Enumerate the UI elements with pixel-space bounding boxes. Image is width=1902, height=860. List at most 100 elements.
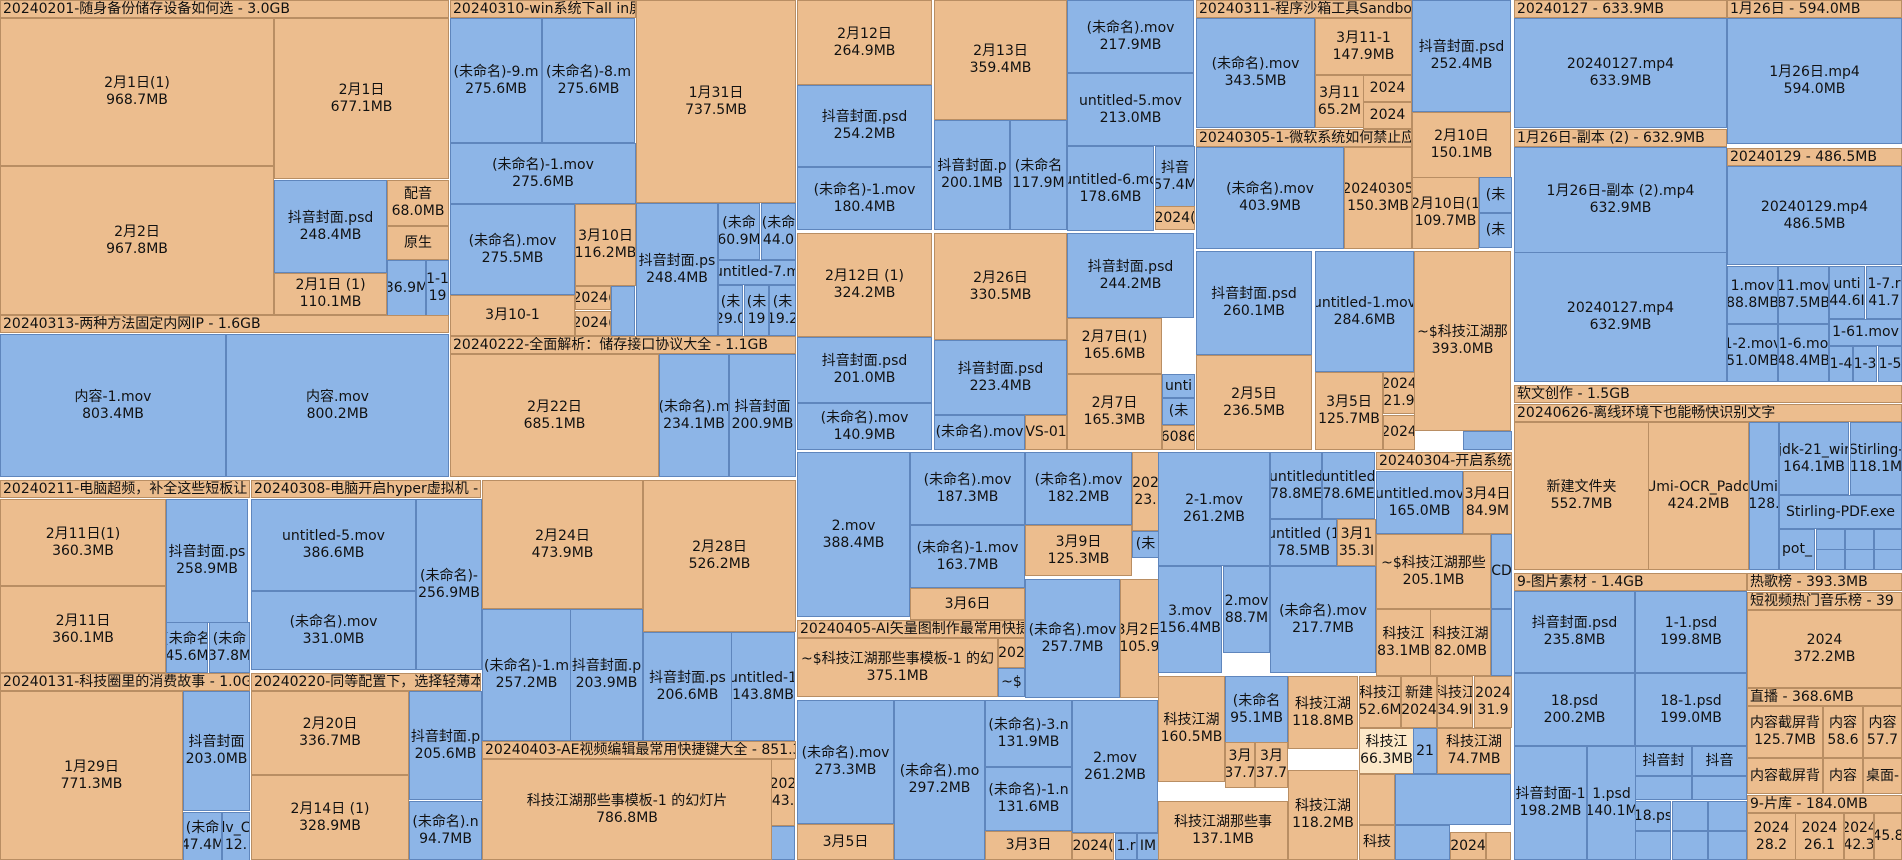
tile[interactable]: 抖音封面.p 200.1MB bbox=[934, 120, 1010, 230]
tile[interactable]: untitled-5.mov 386.6MB bbox=[251, 499, 416, 591]
tile[interactable]: ~$科技江湖那些事模板-1 的幻 375.1MB bbox=[797, 638, 998, 697]
tile[interactable]: 2月12日 264.9MB bbox=[797, 0, 932, 85]
tile[interactable]: 桌面- bbox=[1863, 758, 1902, 794]
tile[interactable]: 1.mov 88.8MB bbox=[1727, 266, 1778, 324]
folder-header[interactable]: 20240310-win系统下all in屏扎 bbox=[450, 0, 636, 18]
tile[interactable]: 3月11 65.2M bbox=[1315, 75, 1364, 128]
tile[interactable]: 新建 2024 bbox=[1401, 676, 1437, 728]
tile[interactable]: 抖音封面.ps 258.9MB bbox=[166, 499, 248, 623]
folder-header[interactable]: 20240313-两种方法固定内网IP - 1.6GB bbox=[0, 315, 449, 333]
tile[interactable]: 抖音封面-1 198.2MB bbox=[1514, 746, 1587, 860]
folder-header[interactable]: 20240626-离线环境下也能畅快识别文字 bbox=[1514, 404, 1902, 422]
tile[interactable]: 抖音封面.psd 201.0MB bbox=[797, 337, 932, 403]
tile[interactable]: 2月7日(1) 165.6MB bbox=[1067, 318, 1162, 374]
tile[interactable]: 抖音封面.p 205.6MB bbox=[409, 691, 482, 800]
tile[interactable]: (未命名)-8.m 275.6MB bbox=[542, 18, 635, 143]
tile[interactable]: 3月5日 125.7MB bbox=[1315, 372, 1383, 450]
tile[interactable]: 2月1日 677.1MB bbox=[274, 18, 449, 179]
tile[interactable]: pot_ bbox=[1779, 529, 1815, 570]
tile[interactable]: 6086 bbox=[1162, 425, 1195, 450]
tile[interactable]: untitled-1.mov 284.6MB bbox=[1315, 251, 1414, 372]
tile[interactable]: (未命名).mov 273.3MB bbox=[797, 700, 894, 824]
tile[interactable]: unti 44.6I bbox=[1829, 266, 1865, 319]
tile[interactable]: 2月24日 473.9MB bbox=[482, 480, 643, 609]
tile[interactable]: 2月14日 (1) 328.9MB bbox=[251, 775, 409, 860]
tile[interactable]: 202 bbox=[998, 638, 1025, 668]
tile[interactable]: 2月7日 165.3MB bbox=[1067, 374, 1162, 450]
tile[interactable]: 2月10日 150.1MB bbox=[1412, 112, 1511, 178]
tile[interactable]: Stirling-PDF.exe bbox=[1779, 495, 1902, 529]
tile[interactable]: 3月10日 116.2MB bbox=[575, 204, 636, 286]
tile[interactable]: (未 bbox=[1162, 398, 1195, 425]
tile[interactable]: 3月5日 bbox=[797, 824, 894, 860]
tile[interactable]: 2024 bbox=[1363, 75, 1412, 102]
tile[interactable]: (未命名)-1.m 257.2MB bbox=[482, 609, 571, 741]
tile[interactable]: ~$科技江湖那些 205.1MB bbox=[1376, 534, 1491, 609]
tile[interactable]: (未命名).mov 257.7MB bbox=[1025, 579, 1120, 698]
tile[interactable]: 18.psd 200.2MB bbox=[1514, 673, 1635, 746]
tile[interactable]: untitled-1 143.8MB bbox=[731, 632, 795, 741]
tile[interactable]: 科技江湖 74.7MB bbox=[1437, 728, 1511, 774]
tile[interactable]: 抖音封面.psd 223.4MB bbox=[934, 340, 1067, 415]
tile[interactable]: 原生 bbox=[387, 226, 449, 260]
tile[interactable]: 2月2日 967.8MB bbox=[0, 166, 274, 315]
tile[interactable]: 抖音封面.psd 244.2MB bbox=[1067, 233, 1194, 318]
tile[interactable]: 45.8 bbox=[1874, 813, 1902, 860]
tile[interactable]: untitled-6.mo 178.6MB bbox=[1067, 146, 1154, 231]
tile[interactable]: (未命名).mo 297.2MB bbox=[894, 700, 985, 860]
tile[interactable]: 1月26日-副本 (2).mp4 632.9MB bbox=[1514, 147, 1727, 253]
tile[interactable]: (未命名).mov 140.9MB bbox=[797, 403, 932, 450]
tile[interactable]: (未命 37.8M bbox=[209, 622, 250, 673]
tile[interactable]: 21 bbox=[1413, 728, 1437, 774]
tile[interactable]: 1-5 bbox=[1878, 346, 1902, 382]
tile[interactable]: 科技江 83.1MB bbox=[1376, 609, 1431, 676]
tile[interactable]: 科技江湖那些事模板-1 的幻灯片 786.8MB bbox=[482, 759, 772, 860]
folder-header[interactable]: 20240308-电脑开启hyper虚拟机 - 9 bbox=[251, 480, 481, 498]
tile[interactable]: 内容 58.6 bbox=[1823, 706, 1863, 758]
tile[interactable]: 3月2日105.9 bbox=[1120, 579, 1159, 698]
tile[interactable]: 3月11-1 147.9MB bbox=[1315, 18, 1412, 75]
tile[interactable]: (未19.2 bbox=[769, 285, 796, 336]
tile[interactable]: (未命名)-1.mov 163.7MB bbox=[910, 525, 1025, 588]
tile[interactable]: (未命名).mov 275.5MB bbox=[450, 204, 575, 295]
folder-header[interactable]: 短视频热门音乐榜 - 39 bbox=[1747, 592, 1902, 610]
tile[interactable]: 1.r bbox=[1115, 833, 1137, 860]
folder-header[interactable]: 20240304-开启系统 bbox=[1376, 452, 1512, 470]
folder-header[interactable]: 20240403-AE视频编辑最常用快捷键大全 - 851.3 bbox=[482, 741, 796, 759]
tile[interactable]: 2月5日 236.5MB bbox=[1196, 355, 1312, 450]
tile[interactable]: (未命名).n 94.7MB bbox=[409, 801, 482, 860]
tile[interactable]: 2月26日 330.5MB bbox=[934, 233, 1067, 340]
tile[interactable]: 3月6日 bbox=[910, 588, 1025, 620]
tile[interactable]: 科技江 52.6M bbox=[1359, 676, 1401, 728]
tile[interactable]: 3月9日 125.3MB bbox=[1025, 525, 1132, 576]
tile[interactable]: 1-4 bbox=[1829, 346, 1853, 382]
tile[interactable]: 3月1 35.3I bbox=[1337, 519, 1376, 566]
tile[interactable]: 1月26日.mp4 594.0MB bbox=[1727, 18, 1902, 144]
tile[interactable]: CD bbox=[1491, 534, 1512, 609]
tile[interactable]: (未命名 95.1MB bbox=[1225, 676, 1288, 743]
tile[interactable]: 2024( bbox=[1072, 833, 1114, 860]
tile[interactable]: (未命 44.0 bbox=[761, 203, 796, 260]
tile[interactable]: 配音 68.0MB bbox=[387, 180, 449, 226]
tile[interactable]: 科技 bbox=[1359, 825, 1395, 860]
tile[interactable]: 20240129.mp4 486.5MB bbox=[1727, 166, 1902, 265]
folder-header[interactable]: 1月26日 - 594.0MB bbox=[1727, 0, 1902, 18]
tile[interactable]: untitled (1 78.5MB bbox=[1270, 519, 1337, 566]
tile[interactable]: (未29.0 bbox=[718, 285, 743, 336]
tile[interactable]: 18.ps bbox=[1635, 801, 1671, 831]
tile[interactable]: (未 19 bbox=[744, 285, 769, 336]
folder-header[interactable]: 20240131-科技圈里的消费故事 - 1.0G bbox=[0, 673, 250, 691]
tile[interactable]: (未命名)-1.mov 180.4MB bbox=[797, 167, 932, 230]
folder-header[interactable]: 20240222-全面解析：储存接口协议大全 - 1.1GB bbox=[450, 336, 796, 354]
folder-header[interactable]: 20240211-电脑超频，补全这些短板让 bbox=[0, 480, 250, 498]
tile[interactable]: 3月3日 bbox=[985, 831, 1072, 860]
tile[interactable]: 3月4日 84.9M bbox=[1463, 471, 1512, 534]
tile[interactable]: ~$ bbox=[998, 668, 1025, 697]
folder-header[interactable]: 20240129 - 486.5MB bbox=[1727, 148, 1902, 166]
tile[interactable]: (未 bbox=[1479, 213, 1512, 248]
tile[interactable]: 2024 bbox=[1450, 832, 1486, 860]
tile[interactable]: 2月11日(1) 360.3MB bbox=[0, 499, 166, 586]
tile[interactable]: untitled 78.6ME bbox=[1322, 452, 1375, 519]
